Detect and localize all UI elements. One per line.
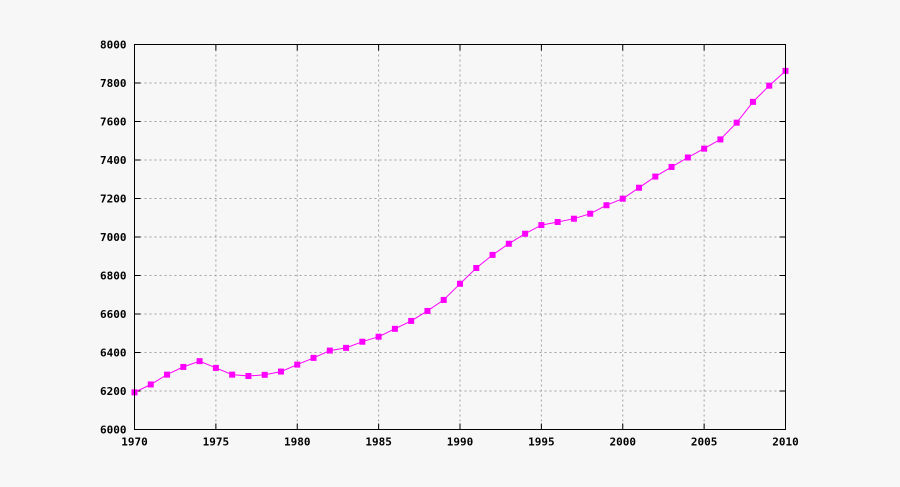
data-point [505,240,512,247]
y-axis-tick-labels: 6000 6200 6400 6600 6800 7000 7200 7400 7600 7800… [100,39,127,437]
y-tick-label: 6400 [100,347,127,360]
data-point [554,218,561,225]
x-tick-label: 1970 [121,436,148,449]
data-point [457,280,463,287]
data-point [343,344,350,351]
y-tick-label: 7800 [100,77,127,90]
y-tick-label: 7400 [100,154,127,167]
data-point [766,82,773,89]
y-tick-label: 6600 [100,308,127,321]
data-point [619,195,626,202]
data-point [570,215,577,222]
y-tick-label: 6800 [100,270,127,283]
data-point [636,184,643,191]
data-point [668,163,675,170]
data-point [391,325,398,332]
data-point [245,372,252,379]
x-tick-label: 1990 [447,436,474,449]
y-tick-label: 6200 [100,385,127,398]
x-tick-label: 1995 [528,436,555,449]
data-point [180,363,187,370]
data-point [473,264,480,271]
x-tick-label: 1975 [203,436,230,449]
x-tick-label: 2000 [610,436,637,449]
x-tick-label: 2010 [772,436,799,449]
data-point [603,202,610,209]
data-point [359,338,366,345]
data-point [489,251,496,258]
data-point [212,364,219,371]
data-point [652,173,659,180]
data-point [294,361,301,368]
x-tick-label: 2005 [691,436,718,449]
data-point [164,371,171,378]
data-point [326,347,333,354]
data-point [717,136,724,143]
data-point [310,354,317,361]
y-tick-label: 7200 [100,193,127,206]
data-point [424,307,431,314]
data-point [684,154,691,161]
y-tick-label: 8000 [100,39,127,52]
plot-frame [134,44,786,430]
data-point [538,222,545,229]
data-point [749,98,756,105]
x-tick-label: 1980 [284,436,311,449]
y-tick-label: 7600 [100,116,127,129]
data-point [733,119,740,126]
data-point [261,371,268,378]
data-point [196,358,203,365]
y-tick-label: 7000 [100,231,127,244]
data-point [440,296,447,303]
data-point [277,368,284,375]
data-point [701,145,708,152]
data-point [147,381,154,388]
data-point [408,317,415,324]
data-point [522,230,529,237]
data-point [375,333,382,340]
data-point [587,210,594,217]
x-axis-tick-labels: 1970 1975 1980 1985 1990 1995 2000 2005 2010 [121,436,799,449]
y-tick-label: 6000 [100,424,127,437]
x-tick-label: 1985 [365,436,392,449]
data-point [229,371,236,378]
